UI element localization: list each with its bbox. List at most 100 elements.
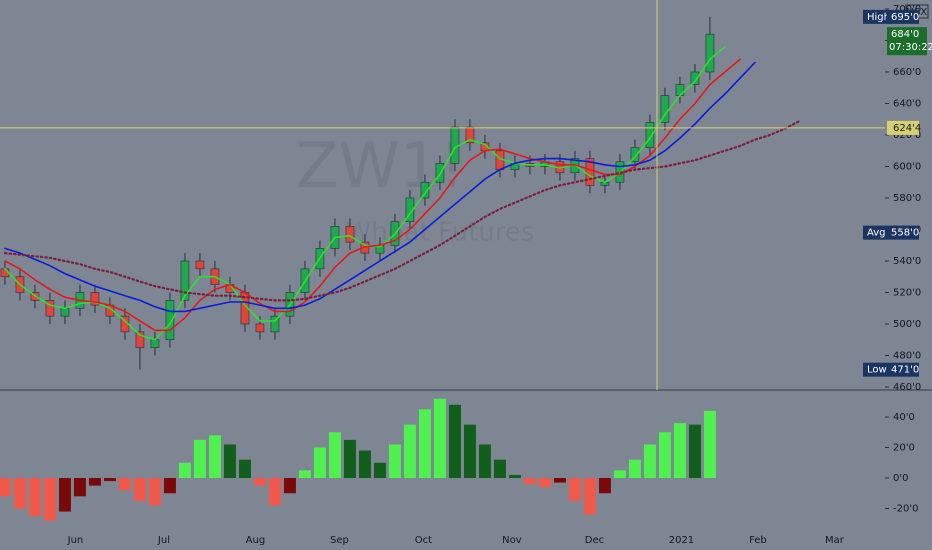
histogram-bar [463, 424, 476, 479]
histogram-bar [28, 478, 41, 517]
histogram-bar [568, 478, 581, 501]
y-tick-label: 480'0 [893, 351, 921, 362]
histogram-bar [0, 478, 11, 497]
moving-average [4, 61, 756, 313]
y-tick-label: 620'0 [893, 130, 921, 141]
watermark-name: Wheat Futures [346, 218, 535, 248]
y-tick-label: 460'0 [893, 382, 921, 393]
marker-value: 558'0 [891, 228, 919, 239]
histogram-bar [253, 478, 266, 486]
candle-body [195, 260, 205, 270]
marker-value-box [887, 362, 919, 377]
histogram-bar [508, 474, 521, 479]
histogram-bar [193, 439, 206, 479]
histogram-bar [598, 478, 611, 494]
y-tick-label: 600'0 [893, 161, 921, 172]
candle-body [255, 323, 265, 333]
y-tick-label: 500'0 [893, 319, 921, 330]
histogram-bar [583, 478, 596, 515]
x-tick-label: Dec [585, 535, 604, 546]
candle-body [345, 226, 355, 243]
y-tick-label: 660'0 [893, 67, 921, 78]
marker-label: High [867, 12, 890, 23]
x-tick-label: Feb [749, 535, 767, 546]
candle-body [270, 315, 280, 333]
histogram-bar [448, 404, 461, 479]
histogram-bar [538, 478, 551, 488]
x-tick-label: 2021 [669, 535, 694, 546]
histogram-bar [238, 459, 251, 479]
marker-label: Low [867, 365, 887, 376]
candle-body [690, 71, 700, 85]
x-tick-label: Mar [825, 535, 845, 546]
y-tick-label: 0'0 [893, 473, 908, 484]
histogram-bar [133, 478, 146, 501]
candle-body [420, 181, 430, 199]
y-tick-label: 520'0 [893, 288, 921, 299]
histogram-bar [268, 478, 281, 506]
countdown: 07:30:22 [889, 42, 932, 53]
candle-body [150, 339, 160, 348]
histogram-bar [628, 459, 641, 479]
candle-body [45, 300, 55, 317]
histogram-bar [373, 462, 386, 479]
candle-body [180, 260, 190, 301]
y-tick-label: 20'0 [893, 443, 915, 454]
x-tick-label: Oct [415, 535, 432, 546]
histogram-bar [103, 478, 116, 482]
histogram-bar [358, 450, 371, 479]
histogram-bar [148, 478, 161, 506]
y-tick-label: 580'0 [893, 193, 921, 204]
y-tick-label: -20'0 [893, 503, 918, 514]
candle-body [630, 147, 640, 163]
histogram-bar [688, 424, 701, 479]
y-tick-label: 700'0 [893, 4, 921, 15]
marker-label-box [863, 9, 887, 24]
histogram-bar [328, 432, 341, 479]
marker-label-box [863, 362, 887, 377]
x-tick-label: Nov [502, 535, 522, 546]
marker-value: 695'0 [891, 12, 919, 23]
x-tick-label: Sep [330, 535, 349, 546]
x-tick-label: Jul [157, 535, 170, 546]
candle-body [645, 122, 655, 148]
histogram-bar [223, 444, 236, 479]
histogram-bar [88, 478, 101, 486]
histogram-bar [13, 478, 26, 509]
crosshair-label-box [887, 120, 919, 135]
x-tick-label: Aug [246, 535, 266, 546]
histogram-bar [298, 470, 311, 479]
histogram-bar [523, 478, 536, 485]
marker-value-box [887, 225, 919, 240]
y-tick-label: 40'0 [893, 412, 915, 423]
last-price: 684'0 [891, 29, 919, 40]
histogram-bar [118, 478, 131, 491]
candle-body [90, 292, 100, 306]
moving-average [3, 119, 802, 302]
marker-label-box [863, 225, 887, 240]
crosshair-label: 624'4 [893, 123, 921, 134]
histogram-bar [613, 470, 626, 479]
histogram-bar [208, 435, 221, 479]
histogram-bar [178, 462, 191, 479]
histogram-bar [313, 447, 326, 479]
histogram-bar [643, 444, 656, 479]
histogram-bar [478, 444, 491, 479]
marker-label: Avg [867, 228, 886, 239]
histogram-bar [703, 410, 716, 479]
histogram-bar [163, 478, 176, 494]
histogram-bar [433, 398, 446, 479]
histogram-bar [493, 459, 506, 479]
candle-body [465, 126, 475, 144]
y-tick-label: 540'0 [893, 256, 921, 267]
histogram-bar [283, 478, 296, 494]
histogram-bar [553, 478, 566, 483]
candle-body [705, 33, 715, 73]
histogram-bar [658, 432, 671, 479]
y-tick-label: 640'0 [893, 98, 921, 109]
candle-body [165, 300, 175, 341]
marker-value-box [887, 9, 919, 24]
histogram-bar [58, 478, 71, 512]
histogram-bar [388, 444, 401, 479]
histogram-bar [418, 409, 431, 479]
